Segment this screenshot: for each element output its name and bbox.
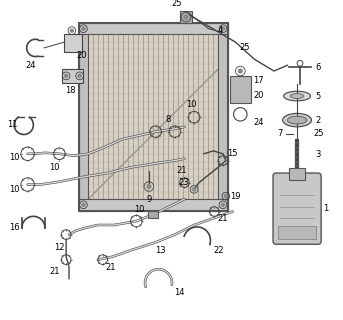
Bar: [79, 23, 228, 211]
Text: 21: 21: [176, 166, 187, 175]
Text: 22: 22: [213, 245, 223, 254]
Circle shape: [82, 27, 85, 30]
Text: 10: 10: [9, 153, 20, 162]
Circle shape: [224, 195, 227, 198]
Text: 25: 25: [240, 44, 250, 52]
Circle shape: [192, 188, 196, 191]
Bar: [230, 76, 251, 103]
Ellipse shape: [291, 94, 304, 99]
Text: 1: 1: [323, 204, 329, 213]
Text: 21: 21: [105, 263, 116, 272]
Text: 10: 10: [49, 163, 60, 172]
Circle shape: [147, 185, 151, 188]
Text: 7: 7: [277, 129, 282, 138]
Text: 9: 9: [146, 196, 152, 204]
Text: 17: 17: [253, 76, 264, 85]
Text: 24: 24: [25, 61, 36, 70]
Text: 6: 6: [316, 63, 321, 72]
Text: 2: 2: [316, 116, 321, 124]
Circle shape: [222, 203, 225, 206]
Bar: [64, 35, 82, 52]
Bar: [79, 199, 228, 211]
Ellipse shape: [287, 116, 307, 124]
Text: 15: 15: [227, 149, 238, 158]
Text: 13: 13: [155, 245, 166, 254]
Circle shape: [238, 69, 242, 73]
Circle shape: [64, 74, 68, 77]
Text: 10: 10: [9, 185, 20, 194]
Text: 8: 8: [165, 115, 171, 124]
Text: 21: 21: [49, 267, 60, 276]
Circle shape: [222, 27, 225, 30]
Circle shape: [82, 203, 85, 206]
Circle shape: [78, 74, 81, 77]
Text: 23: 23: [178, 178, 189, 187]
Circle shape: [70, 29, 73, 32]
Bar: [218, 23, 228, 211]
Text: 19: 19: [230, 192, 241, 201]
Text: 12: 12: [54, 243, 64, 252]
Bar: [88, 35, 218, 199]
Text: 10: 10: [134, 205, 144, 214]
Bar: [79, 23, 228, 35]
Text: 25: 25: [313, 129, 323, 138]
Text: 16: 16: [9, 223, 20, 232]
FancyBboxPatch shape: [273, 173, 321, 244]
Bar: [278, 226, 316, 239]
Bar: [289, 168, 305, 180]
Text: 3: 3: [316, 150, 321, 159]
Bar: [79, 23, 88, 211]
Text: 18: 18: [65, 86, 75, 95]
Text: 20: 20: [76, 51, 87, 60]
Text: 14: 14: [175, 288, 185, 297]
Bar: [149, 211, 158, 218]
Text: 11: 11: [7, 120, 17, 129]
Text: 4: 4: [217, 26, 223, 35]
Ellipse shape: [283, 113, 311, 127]
Text: 21: 21: [218, 214, 228, 223]
Circle shape: [184, 15, 188, 19]
Text: 20: 20: [253, 91, 264, 100]
Text: 24: 24: [253, 117, 264, 126]
Text: 5: 5: [316, 92, 321, 100]
Ellipse shape: [284, 91, 310, 101]
Bar: [62, 69, 83, 83]
Text: 25: 25: [171, 0, 182, 8]
Text: 10: 10: [186, 100, 197, 109]
Bar: [180, 11, 192, 23]
